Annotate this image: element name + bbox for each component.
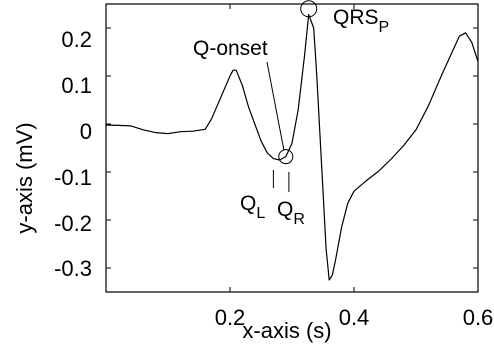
annotation-qrs-p: QRSP [333, 6, 389, 36]
annotation-q-r: QR [277, 198, 305, 228]
y-tick-label: -0.1 [54, 165, 92, 190]
plot-frame [105, 3, 479, 293]
x-tick-label: 0.2 [215, 305, 246, 330]
ecg-series-line [105, 14, 479, 281]
y-tick-label: 0.2 [61, 27, 92, 52]
q-onset-marker [278, 149, 294, 165]
y-tick-label: -0.3 [54, 256, 92, 281]
y-tick-label: -0.2 [54, 211, 92, 236]
annotation-labels: Q-onset QRSP QL QR [193, 6, 389, 228]
y-tick-labels: -0.3 -0.2 -0.1 0 0.1 0.2 [54, 27, 92, 281]
qrs-p-marker [300, 0, 318, 18]
y-tick-label: 0 [80, 119, 92, 144]
annotation-q-onset: Q-onset [193, 37, 268, 60]
y-tick-label: 0.1 [61, 73, 92, 98]
x-tick-label: 0.6 [463, 305, 494, 330]
annotation-q-l: QL [240, 192, 265, 222]
q-onset-leader [266, 61, 285, 150]
x-tick-label: 0.4 [339, 305, 370, 330]
x-tick-labels: 0.2 0.4 0.6 [215, 305, 494, 330]
x-axis-label: x-axis (s) [242, 318, 331, 343]
y-axis-label: y-axis (mV) [12, 122, 37, 233]
